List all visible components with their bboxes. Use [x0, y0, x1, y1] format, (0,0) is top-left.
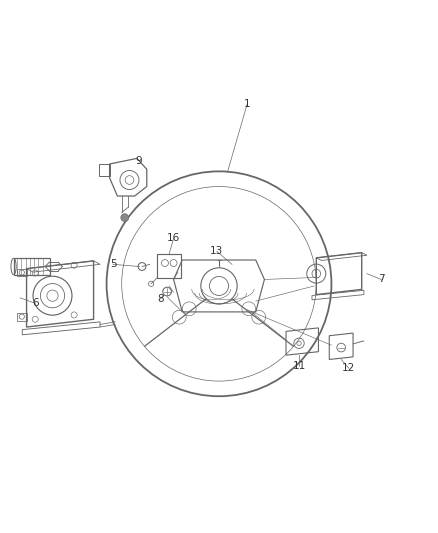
Text: 9: 9	[136, 156, 142, 166]
Circle shape	[121, 214, 129, 222]
Text: 8: 8	[157, 294, 164, 304]
Text: 13: 13	[210, 246, 223, 256]
Text: 11: 11	[293, 361, 306, 371]
Text: 6: 6	[32, 298, 39, 308]
Text: 5: 5	[110, 260, 117, 269]
Text: 1: 1	[244, 99, 251, 109]
Text: 12: 12	[342, 363, 355, 373]
Text: 7: 7	[378, 274, 385, 285]
Text: 16: 16	[167, 233, 180, 244]
